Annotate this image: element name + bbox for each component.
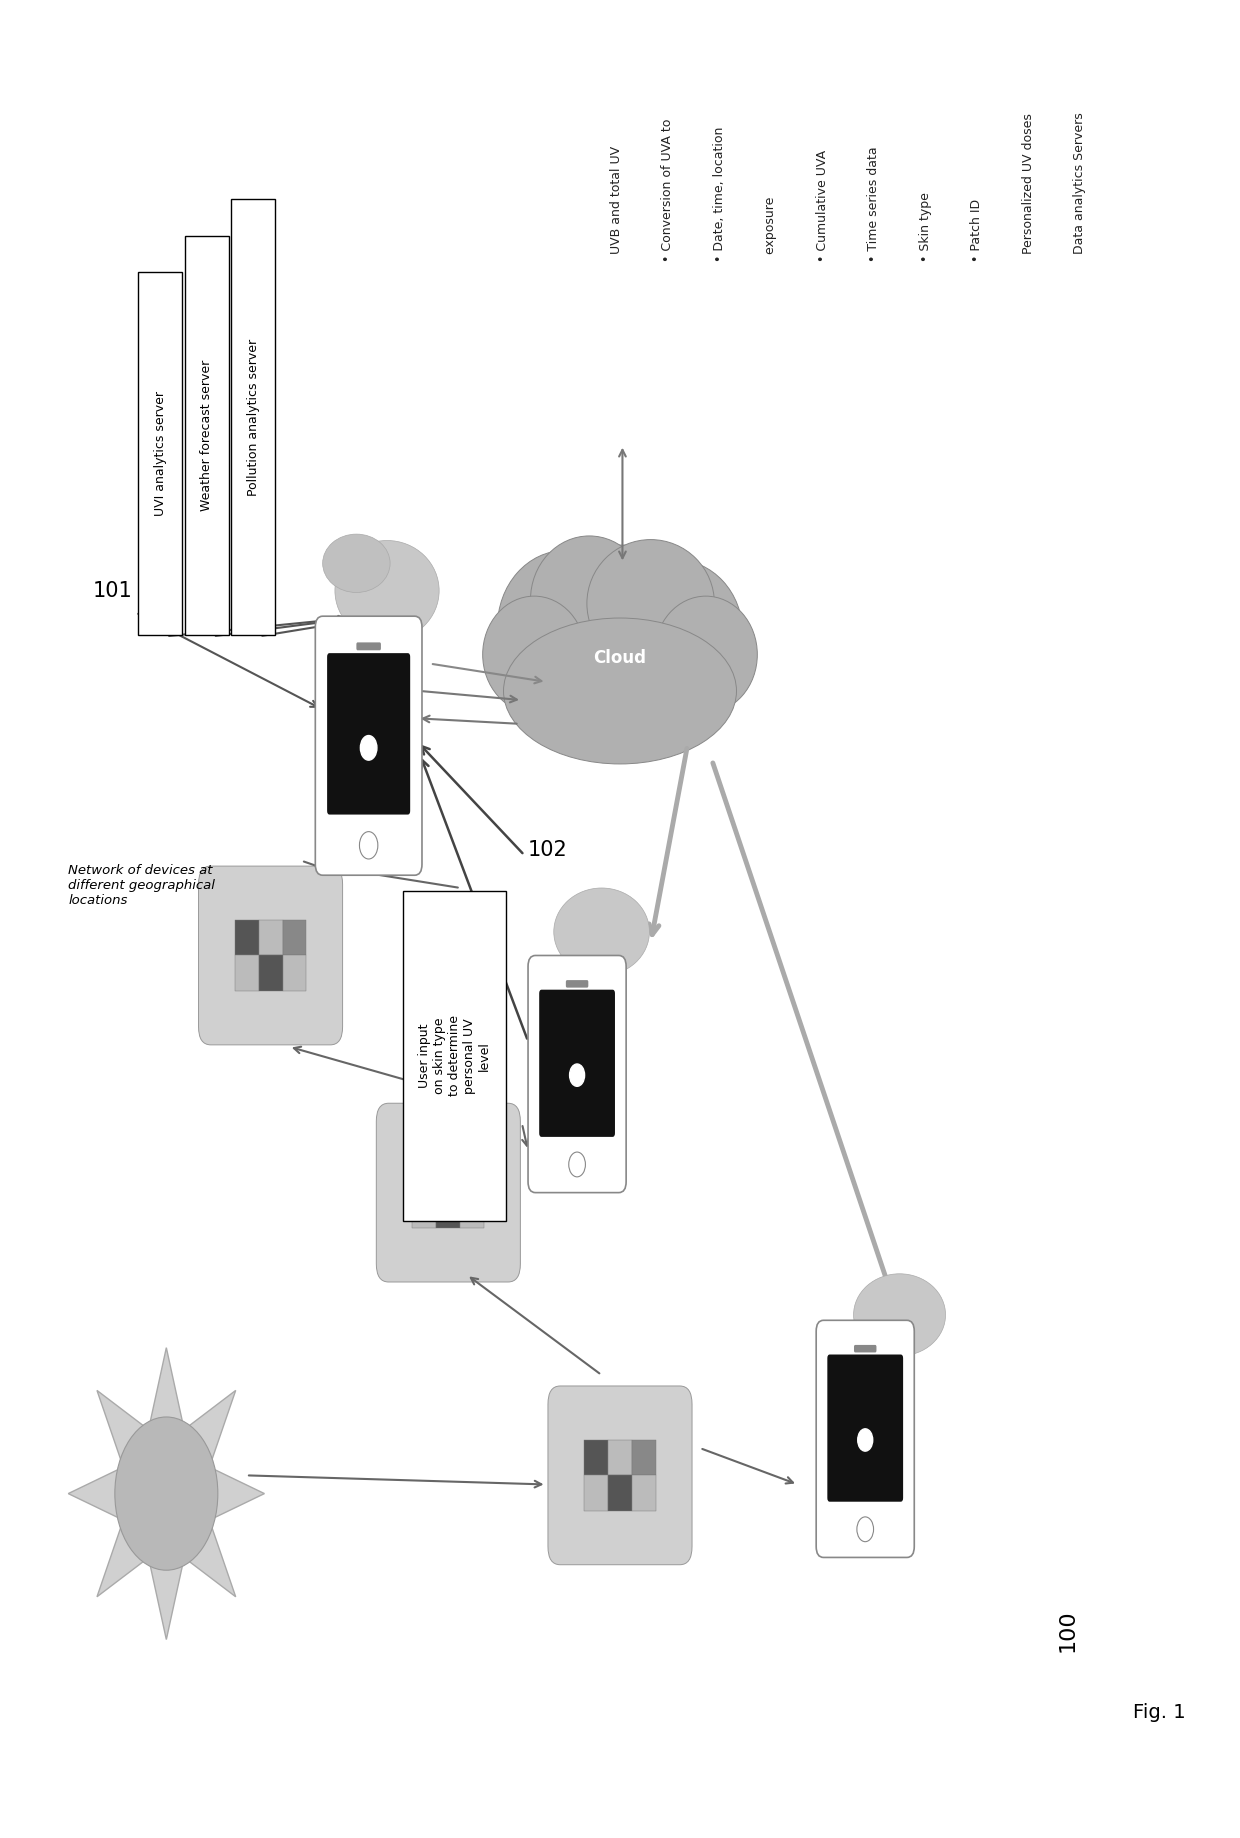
Text: Cloud: Cloud bbox=[594, 649, 646, 667]
FancyBboxPatch shape bbox=[528, 956, 626, 1193]
Ellipse shape bbox=[531, 537, 649, 664]
Polygon shape bbox=[632, 1439, 656, 1476]
Ellipse shape bbox=[503, 618, 737, 765]
Text: Weather forecast server: Weather forecast server bbox=[201, 360, 213, 511]
FancyBboxPatch shape bbox=[854, 1345, 877, 1353]
FancyBboxPatch shape bbox=[327, 652, 410, 814]
Ellipse shape bbox=[587, 540, 714, 667]
Text: 101: 101 bbox=[93, 581, 133, 601]
Ellipse shape bbox=[608, 559, 743, 706]
Circle shape bbox=[360, 831, 378, 858]
Circle shape bbox=[569, 1152, 585, 1176]
Circle shape bbox=[361, 735, 377, 761]
Ellipse shape bbox=[853, 1274, 946, 1356]
Text: Fig. 1: Fig. 1 bbox=[1133, 1704, 1185, 1722]
Text: Network of devices at
different geographical
locations: Network of devices at different geograph… bbox=[68, 864, 215, 908]
FancyBboxPatch shape bbox=[315, 616, 422, 875]
Ellipse shape bbox=[497, 546, 743, 746]
Ellipse shape bbox=[482, 596, 585, 713]
Text: • Cumulative UVA: • Cumulative UVA bbox=[816, 151, 828, 263]
Text: 100: 100 bbox=[1058, 1608, 1078, 1652]
Text: Personalized UV doses: Personalized UV doses bbox=[1022, 114, 1035, 263]
Polygon shape bbox=[608, 1476, 632, 1511]
Polygon shape bbox=[283, 956, 306, 991]
FancyBboxPatch shape bbox=[356, 643, 381, 651]
Polygon shape bbox=[460, 1193, 484, 1228]
Text: • Skin type: • Skin type bbox=[919, 193, 931, 263]
FancyBboxPatch shape bbox=[827, 1355, 903, 1502]
Polygon shape bbox=[234, 919, 259, 956]
FancyBboxPatch shape bbox=[376, 1103, 521, 1281]
Text: • Conversion of UVA to: • Conversion of UVA to bbox=[661, 119, 675, 263]
Ellipse shape bbox=[497, 551, 632, 704]
FancyBboxPatch shape bbox=[816, 1320, 914, 1557]
Polygon shape bbox=[584, 1476, 608, 1511]
Text: UVI analytics server: UVI analytics server bbox=[154, 391, 166, 516]
Text: • Date, time, location: • Date, time, location bbox=[713, 127, 725, 263]
FancyBboxPatch shape bbox=[539, 989, 615, 1138]
Ellipse shape bbox=[322, 535, 391, 592]
Polygon shape bbox=[283, 919, 306, 956]
Polygon shape bbox=[436, 1158, 460, 1193]
FancyBboxPatch shape bbox=[232, 199, 275, 636]
FancyBboxPatch shape bbox=[548, 1386, 692, 1564]
Polygon shape bbox=[436, 1193, 460, 1228]
Polygon shape bbox=[259, 919, 283, 956]
Text: 102: 102 bbox=[528, 840, 568, 860]
Polygon shape bbox=[259, 956, 283, 991]
Text: exposure: exposure bbox=[764, 197, 777, 263]
Polygon shape bbox=[584, 1439, 608, 1476]
Text: • Time series data: • Time series data bbox=[867, 147, 880, 263]
Circle shape bbox=[569, 1064, 584, 1086]
FancyBboxPatch shape bbox=[198, 866, 342, 1044]
Circle shape bbox=[115, 1417, 218, 1570]
Polygon shape bbox=[68, 1347, 264, 1639]
FancyBboxPatch shape bbox=[185, 235, 229, 636]
Polygon shape bbox=[608, 1439, 632, 1476]
Text: User input
on skin type
to determine
personal UV
level: User input on skin type to determine per… bbox=[418, 1015, 491, 1095]
FancyBboxPatch shape bbox=[403, 891, 506, 1220]
Polygon shape bbox=[234, 956, 259, 991]
Ellipse shape bbox=[335, 540, 439, 641]
FancyBboxPatch shape bbox=[565, 980, 588, 987]
Text: UVB and total UV: UVB and total UV bbox=[610, 147, 622, 263]
Polygon shape bbox=[413, 1158, 436, 1193]
Circle shape bbox=[858, 1428, 873, 1452]
Polygon shape bbox=[632, 1476, 656, 1511]
Text: Data analytics Servers: Data analytics Servers bbox=[1074, 112, 1086, 263]
Circle shape bbox=[857, 1516, 873, 1542]
Text: • Patch ID: • Patch ID bbox=[970, 199, 983, 263]
Ellipse shape bbox=[655, 596, 758, 713]
FancyBboxPatch shape bbox=[138, 272, 182, 636]
Polygon shape bbox=[413, 1193, 436, 1228]
Ellipse shape bbox=[554, 888, 650, 976]
Polygon shape bbox=[460, 1158, 484, 1193]
Text: Pollution analytics server: Pollution analytics server bbox=[247, 338, 260, 496]
